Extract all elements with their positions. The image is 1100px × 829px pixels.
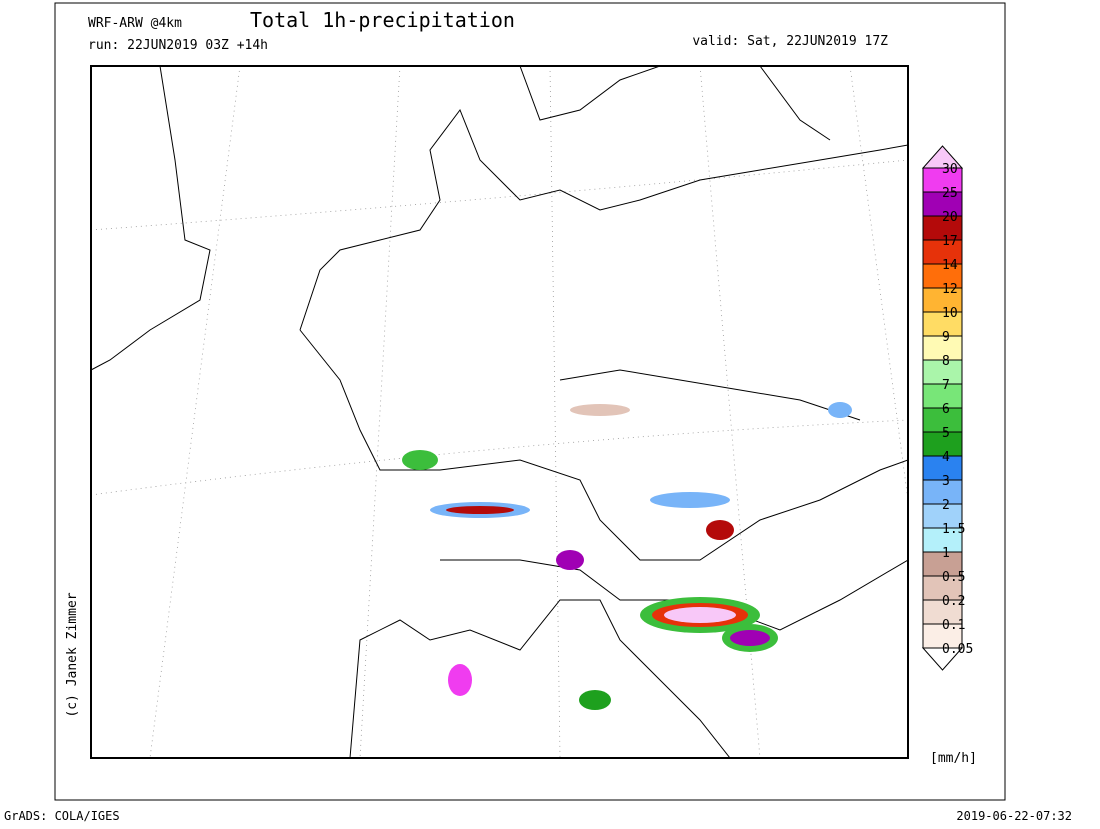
- level-label: 1: [942, 546, 950, 561]
- level-label: 17: [942, 234, 958, 249]
- colorbar: 0.05 0.1 0.2 0.5 1 1.5 2 3 4 5 6 7 8 9 10 12 14 17 20 25 30: [921, 145, 973, 671]
- color-box: [922, 599, 963, 625]
- color-box: [922, 287, 963, 313]
- level-label: 0.5: [942, 570, 965, 585]
- credit: (c) Janek Zimmer: [65, 592, 80, 717]
- coastline: [299, 108, 908, 331]
- unit-label: [mm/h]: [930, 751, 977, 766]
- color-box: [922, 575, 963, 601]
- map: [90, 65, 909, 759]
- outer-frame: [54, 2, 1006, 801]
- coastline: [91, 66, 211, 371]
- color-box: [922, 407, 963, 433]
- valid-label: valid: Sat, 22JUN2019 17Z: [692, 34, 888, 49]
- level-label: 1.5: [942, 522, 965, 537]
- color-box: [922, 191, 963, 217]
- coastline: [349, 599, 731, 758]
- color-box: [922, 263, 963, 289]
- level-label: 9: [942, 330, 950, 345]
- color-triangle: [921, 145, 964, 169]
- level-label: 10: [942, 306, 958, 321]
- model-label: WRF-ARW @4km: [88, 16, 182, 31]
- level-label: 2: [942, 498, 950, 513]
- timestamp: 2019-06-22-07:32: [956, 809, 1072, 823]
- title: Total 1h-precipitation: [250, 8, 515, 32]
- level-label: 30: [942, 162, 958, 177]
- level-label: 0.05: [942, 642, 973, 657]
- level-label: 20: [942, 210, 958, 225]
- color-box: [922, 239, 963, 265]
- level-label: 12: [942, 282, 958, 297]
- level-label: 0.1: [942, 618, 965, 633]
- level-label: 3: [942, 474, 950, 489]
- color-box: [922, 383, 963, 409]
- color-box: [922, 527, 963, 553]
- color-box: [922, 551, 963, 577]
- run-label: run: 22JUN2019 03Z +14h: [88, 38, 268, 53]
- graticule: [91, 66, 908, 758]
- level-label: 6: [942, 402, 950, 417]
- level-label: 4: [942, 450, 950, 465]
- level-label: 8: [942, 354, 950, 369]
- precip-fields: [402, 402, 852, 710]
- color-box: [922, 311, 963, 337]
- color-box: [922, 431, 963, 457]
- border: [299, 329, 908, 631]
- map-frame: [90, 65, 909, 759]
- color-box: [922, 215, 963, 241]
- coastline: [519, 66, 831, 141]
- level-label: 25: [942, 186, 958, 201]
- level-label: 14: [942, 258, 958, 273]
- color-box: [922, 335, 963, 361]
- software-label: GrADS: COLA/IGES: [4, 809, 120, 823]
- color-box: [922, 479, 963, 505]
- level-label: 5: [942, 426, 950, 441]
- color-box: [922, 455, 963, 481]
- color-box: [922, 167, 963, 193]
- color-box: [922, 503, 963, 529]
- level-label: 0.2: [942, 594, 965, 609]
- level-label: 7: [942, 378, 950, 393]
